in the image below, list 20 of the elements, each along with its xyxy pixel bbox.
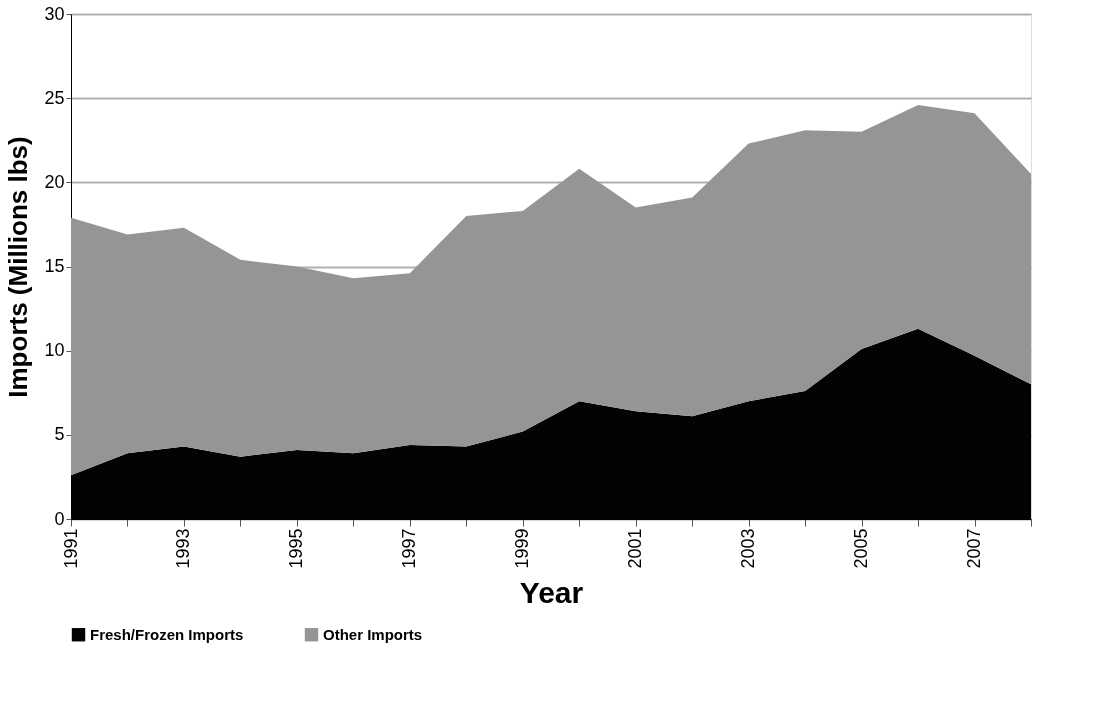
x-tick-label: 1995 (286, 528, 307, 569)
x-tick-label: 1999 (512, 528, 533, 569)
y-tick-label: 10 (44, 340, 65, 361)
legend-label: Fresh/Frozen Imports (90, 625, 244, 643)
x-tick-label: 1991 (60, 528, 81, 569)
y-axis-title: Imports (Millions lbs) (3, 136, 34, 398)
x-tick-label: 1997 (399, 528, 420, 569)
legend-label: Other Imports (323, 625, 423, 643)
y-tick-label: 0 (54, 508, 65, 529)
x-tick-label: 2003 (738, 528, 759, 569)
x-axis-title: Year (519, 575, 584, 609)
x-tick-label: 2001 (625, 528, 646, 569)
x-tick-label: 2007 (964, 528, 985, 569)
x-tick-label: 1993 (173, 528, 194, 569)
y-tick-label: 25 (44, 87, 65, 108)
y-tick-label: 5 (54, 424, 65, 445)
y-tick-label: 20 (44, 171, 65, 192)
y-tick-label: 15 (44, 256, 65, 276)
y-tick-label: 30 (44, 3, 65, 24)
x-tick-label: 2005 (851, 528, 872, 569)
